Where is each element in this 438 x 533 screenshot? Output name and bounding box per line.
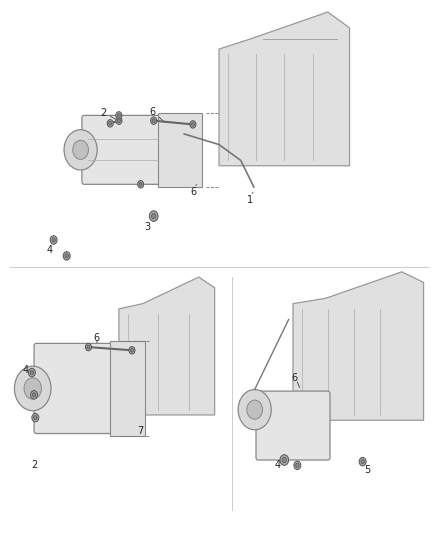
Circle shape bbox=[31, 391, 38, 399]
Circle shape bbox=[50, 236, 57, 244]
Text: 6: 6 bbox=[292, 374, 298, 383]
Text: 5: 5 bbox=[364, 465, 370, 474]
Circle shape bbox=[129, 346, 135, 354]
Circle shape bbox=[191, 123, 194, 126]
Text: 4: 4 bbox=[46, 245, 52, 255]
Circle shape bbox=[190, 120, 196, 128]
Circle shape bbox=[30, 370, 34, 375]
Circle shape bbox=[14, 366, 51, 411]
Text: 3: 3 bbox=[145, 222, 151, 232]
Circle shape bbox=[24, 378, 42, 399]
Circle shape bbox=[296, 463, 299, 467]
Text: 4: 4 bbox=[275, 461, 281, 470]
Circle shape bbox=[361, 459, 364, 464]
Circle shape bbox=[238, 390, 271, 430]
Circle shape bbox=[149, 211, 158, 221]
Circle shape bbox=[107, 119, 113, 127]
Circle shape bbox=[152, 214, 156, 219]
Circle shape bbox=[152, 119, 155, 123]
Text: 7: 7 bbox=[138, 426, 144, 436]
Circle shape bbox=[28, 368, 35, 377]
Circle shape bbox=[109, 122, 112, 125]
Circle shape bbox=[116, 112, 122, 119]
FancyBboxPatch shape bbox=[256, 391, 330, 460]
Circle shape bbox=[280, 455, 289, 465]
Circle shape bbox=[117, 119, 120, 123]
Circle shape bbox=[64, 130, 97, 170]
Circle shape bbox=[116, 117, 122, 124]
Text: 6: 6 bbox=[93, 333, 99, 343]
Circle shape bbox=[138, 181, 144, 188]
Text: 2: 2 bbox=[101, 108, 107, 118]
Polygon shape bbox=[119, 277, 215, 415]
FancyBboxPatch shape bbox=[82, 115, 165, 184]
Circle shape bbox=[34, 416, 37, 419]
Polygon shape bbox=[293, 272, 424, 420]
Circle shape bbox=[32, 414, 39, 422]
Bar bbox=[158, 113, 201, 187]
Circle shape bbox=[247, 400, 262, 419]
Bar bbox=[110, 341, 145, 436]
Text: 4: 4 bbox=[22, 365, 28, 375]
Text: 6: 6 bbox=[190, 187, 196, 197]
Circle shape bbox=[117, 114, 120, 117]
Circle shape bbox=[65, 254, 68, 258]
Circle shape bbox=[282, 457, 286, 463]
Circle shape bbox=[63, 252, 70, 260]
Circle shape bbox=[32, 393, 36, 397]
Circle shape bbox=[359, 457, 366, 466]
Text: 1: 1 bbox=[247, 195, 253, 205]
Text: 2: 2 bbox=[31, 461, 37, 470]
Circle shape bbox=[131, 349, 134, 352]
Circle shape bbox=[85, 343, 92, 351]
Circle shape bbox=[52, 238, 55, 242]
Circle shape bbox=[151, 117, 157, 124]
Text: 6: 6 bbox=[149, 107, 155, 117]
FancyBboxPatch shape bbox=[34, 343, 117, 433]
Circle shape bbox=[294, 461, 301, 470]
Circle shape bbox=[73, 140, 88, 159]
Circle shape bbox=[139, 182, 142, 186]
Circle shape bbox=[87, 345, 90, 349]
Polygon shape bbox=[219, 12, 350, 166]
